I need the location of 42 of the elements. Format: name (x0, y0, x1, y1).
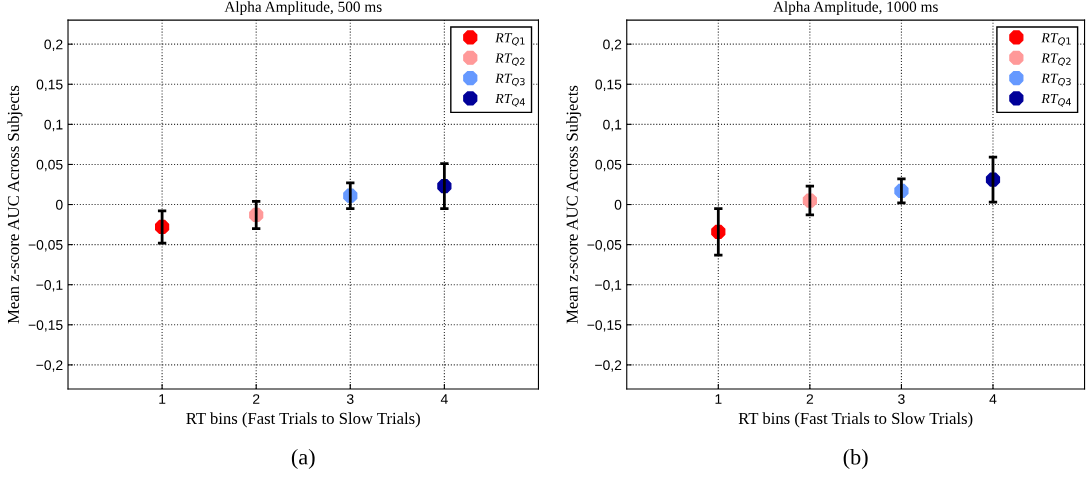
legend-label: RT$_{Q1}$ (1041, 33, 1071, 46)
y-tick-label: 0,15 (595, 79, 622, 92)
x-tick-label: 4 (440, 394, 448, 404)
y-tick-label: −0,15 (587, 320, 622, 332)
y-tick-label: 0,05 (595, 159, 622, 172)
x-tick-label: 4 (989, 394, 997, 404)
y-tick-label: −0,15 (28, 320, 63, 332)
y-tick-label: 0,05 (36, 159, 63, 172)
x-tick-label: 3 (346, 394, 354, 405)
text: (b) (843, 448, 868, 470)
y-tick-label: −0,2 (36, 360, 63, 372)
legend-label: RT$_{Q2}$ (1041, 53, 1071, 67)
x-tick-label: 3 (898, 394, 905, 405)
x-tick-label: 1 (159, 394, 166, 404)
legend-label: RT$_{Q3}$ (1041, 73, 1071, 87)
y-tick-label: −0,2 (595, 360, 622, 372)
legend-label: RT$_{Q2}$ (495, 53, 525, 67)
legend-label: RT$_{Q4}$ (1041, 94, 1071, 107)
y-tick-label: 0,1 (44, 119, 63, 132)
x-tick-label: 2 (806, 394, 814, 404)
y-axis-title: Mean z-score AUC Across Subjects (7, 85, 23, 324)
y-tick-label: −0,1 (595, 280, 622, 292)
legend-label: RT$_{Q4}$ (495, 94, 525, 107)
y-tick-label: −0,05 (587, 239, 622, 252)
legend-label: RT$_{Q3}$ (495, 73, 525, 87)
legend-label: RT$_{Q1}$ (495, 33, 525, 46)
y-axis-title: Mean z-score AUC Across Subjects (566, 85, 582, 324)
chart-title: Alpha Amplitude, 500 ms (224, 1, 382, 16)
y-tick-label: −0,1 (36, 280, 63, 292)
y-tick-label: 0 (55, 199, 63, 210)
text: (a) (291, 448, 315, 470)
x-axis-title: RT bins (Fast Trials to Slow Trials) (738, 412, 973, 428)
x-tick-label: 2 (253, 394, 260, 404)
y-tick-label: 0,15 (36, 79, 63, 92)
chart-title: Alpha Amplitude, 1000 ms (773, 1, 938, 16)
y-tick-label: 0,1 (603, 119, 622, 132)
y-tick-label: 0,2 (44, 39, 63, 51)
x-tick-label: 1 (715, 394, 722, 404)
y-tick-label: −0,05 (28, 239, 63, 252)
y-tick-label: 0,2 (603, 39, 622, 51)
y-tick-label: 0 (614, 199, 622, 210)
x-axis-title: RT bins (Fast Trials to Slow Trials) (186, 412, 420, 428)
